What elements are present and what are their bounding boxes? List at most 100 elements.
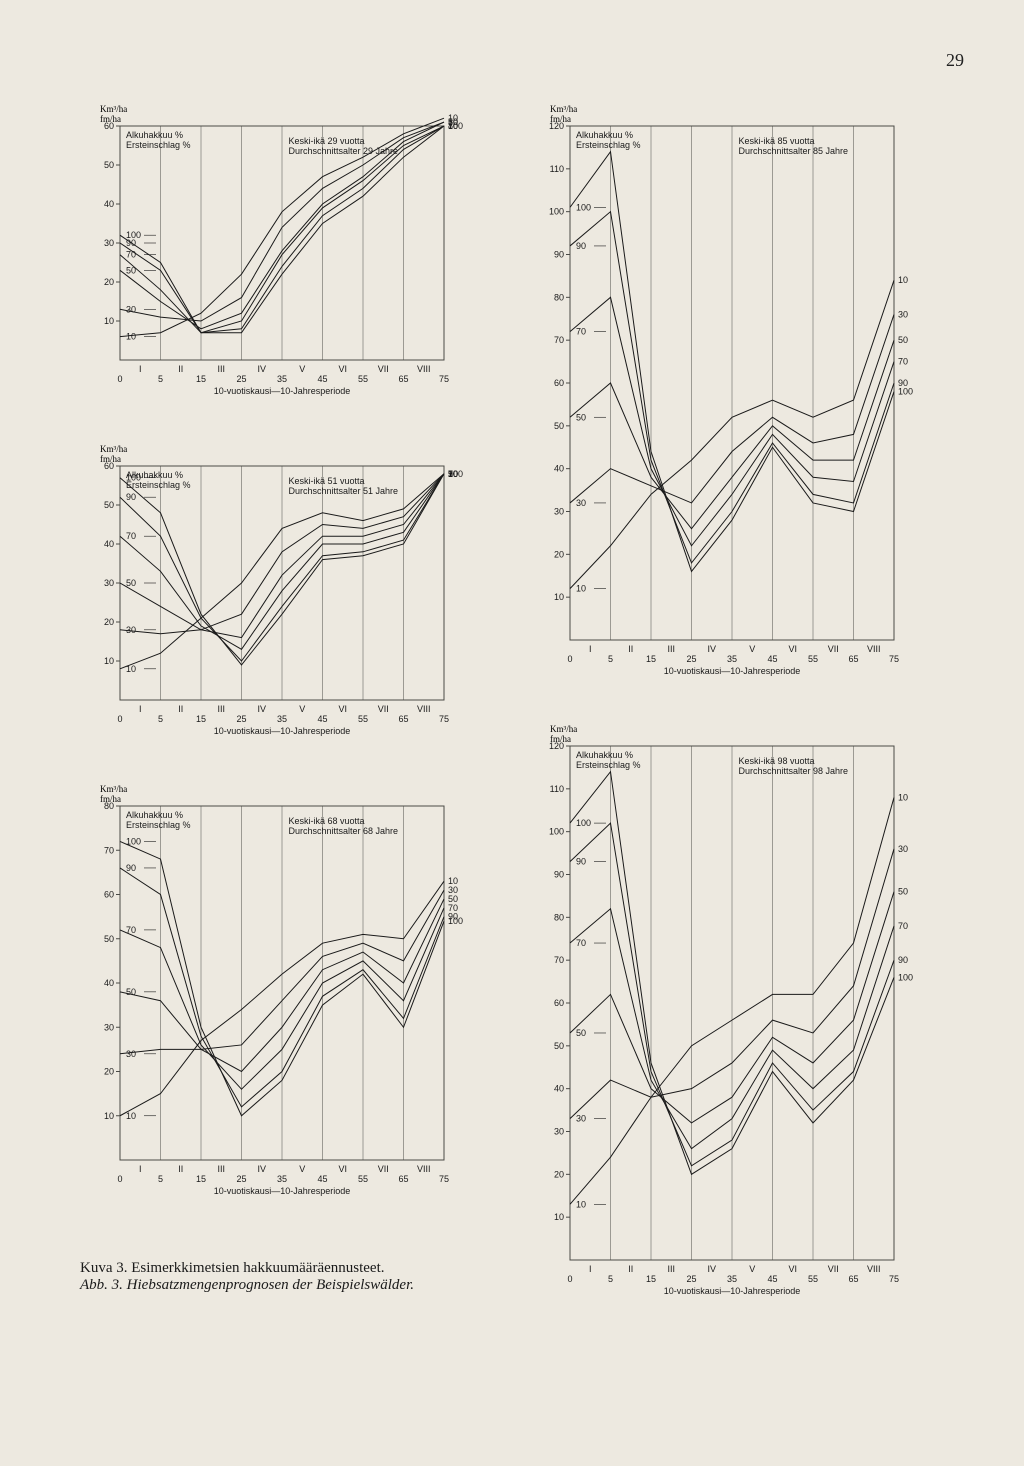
svg-text:10: 10 — [576, 584, 586, 594]
svg-text:90: 90 — [576, 857, 586, 867]
svg-text:Alkuhakkuu %: Alkuhakkuu % — [126, 130, 183, 140]
svg-text:25: 25 — [236, 374, 246, 384]
svg-text:Durchschnittsalter 51 Jahre: Durchschnittsalter 51 Jahre — [288, 486, 398, 496]
svg-text:10-vuotiskausi—10-Jahresperiod: 10-vuotiskausi—10-Jahresperiode — [664, 1286, 801, 1296]
svg-text:50: 50 — [576, 1028, 586, 1038]
svg-text:60: 60 — [104, 890, 114, 900]
svg-text:Alkuhakkuu %: Alkuhakkuu % — [126, 810, 183, 820]
svg-text:40: 40 — [554, 464, 564, 474]
svg-text:III: III — [217, 1164, 225, 1174]
svg-text:III: III — [667, 644, 675, 654]
svg-text:35: 35 — [277, 374, 287, 384]
svg-text:30: 30 — [576, 498, 586, 508]
svg-text:35: 35 — [727, 654, 737, 664]
chart-51: 102030405060Km³/hafm/haIIIIIIIVVVIVIIVII… — [80, 440, 480, 800]
svg-text:V: V — [749, 1264, 755, 1274]
svg-text:Keski-ikä 85 vuotta: Keski-ikä 85 vuotta — [738, 136, 814, 146]
svg-text:10: 10 — [898, 792, 908, 802]
svg-text:70: 70 — [448, 903, 458, 913]
svg-text:II: II — [628, 1264, 633, 1274]
svg-text:10: 10 — [126, 664, 136, 674]
svg-text:30: 30 — [126, 1049, 136, 1059]
svg-text:70: 70 — [126, 531, 136, 541]
svg-text:Keski-ikä 98 vuotta: Keski-ikä 98 vuotta — [738, 756, 814, 766]
svg-text:75: 75 — [439, 1174, 449, 1184]
svg-text:10: 10 — [898, 275, 908, 285]
svg-text:65: 65 — [398, 714, 408, 724]
svg-text:10-vuotiskausi—10-Jahresperiod: 10-vuotiskausi—10-Jahresperiode — [214, 1186, 351, 1196]
svg-text:50: 50 — [126, 578, 136, 588]
svg-text:Ersteinschlag %: Ersteinschlag % — [126, 820, 191, 830]
svg-text:50: 50 — [104, 934, 114, 944]
svg-text:90: 90 — [898, 955, 908, 965]
svg-text:VII: VII — [378, 1164, 389, 1174]
svg-text:0: 0 — [117, 1174, 122, 1184]
svg-text:10: 10 — [576, 1199, 586, 1209]
svg-text:30: 30 — [104, 578, 114, 588]
svg-text:100: 100 — [549, 207, 564, 217]
svg-text:50: 50 — [448, 894, 458, 904]
svg-text:30: 30 — [126, 625, 136, 635]
svg-text:65: 65 — [848, 654, 858, 664]
svg-text:20: 20 — [104, 277, 114, 287]
svg-text:45: 45 — [317, 374, 327, 384]
svg-text:VI: VI — [338, 704, 347, 714]
svg-text:Alkuhakkuu %: Alkuhakkuu % — [576, 130, 633, 140]
svg-text:VIII: VIII — [867, 644, 881, 654]
svg-text:VII: VII — [378, 364, 389, 374]
svg-text:30: 30 — [554, 507, 564, 517]
svg-text:Durchschnittsalter 85 Jahre: Durchschnittsalter 85 Jahre — [738, 146, 848, 156]
svg-text:100: 100 — [576, 202, 591, 212]
svg-text:fm/ha: fm/ha — [550, 734, 571, 744]
svg-text:10: 10 — [104, 656, 114, 666]
svg-text:55: 55 — [358, 714, 368, 724]
svg-text:Durchschnittsalter 29 Jahre: Durchschnittsalter 29 Jahre — [288, 146, 398, 156]
svg-text:50: 50 — [126, 987, 136, 997]
svg-text:110: 110 — [550, 164, 564, 174]
svg-text:Alkuhakkuu %: Alkuhakkuu % — [576, 750, 633, 760]
chart-29: 102030405060Km³/hafm/haIIIIIIIVVVIVIIVII… — [80, 100, 480, 460]
caption-fi-label: Kuva 3. — [80, 1260, 128, 1276]
svg-text:Km³/ha: Km³/ha — [100, 444, 127, 454]
svg-text:II: II — [178, 364, 183, 374]
svg-text:0: 0 — [117, 714, 122, 724]
svg-text:30: 30 — [104, 1022, 114, 1032]
svg-text:55: 55 — [808, 654, 818, 664]
svg-text:40: 40 — [104, 539, 114, 549]
svg-text:10: 10 — [104, 316, 114, 326]
svg-text:5: 5 — [158, 374, 163, 384]
svg-text:IV: IV — [257, 1164, 266, 1174]
svg-text:I: I — [139, 704, 142, 714]
svg-text:80: 80 — [554, 912, 564, 922]
svg-text:100: 100 — [126, 836, 141, 846]
svg-text:55: 55 — [358, 1174, 368, 1184]
svg-text:50: 50 — [898, 335, 908, 345]
svg-text:VIII: VIII — [417, 704, 431, 714]
svg-text:Ersteinschlag %: Ersteinschlag % — [126, 140, 191, 150]
svg-text:30: 30 — [898, 844, 908, 854]
svg-text:II: II — [178, 704, 183, 714]
svg-text:10: 10 — [448, 469, 458, 479]
svg-text:10: 10 — [104, 1111, 114, 1121]
svg-text:65: 65 — [398, 1174, 408, 1184]
svg-text:40: 40 — [554, 1084, 564, 1094]
caption-fi-text: Esimerkkimetsien hakkuumääräennusteet. — [131, 1260, 384, 1276]
svg-text:IV: IV — [257, 364, 266, 374]
svg-text:90: 90 — [448, 912, 458, 922]
chart-98: 102030405060708090100110120Km³/hafm/haII… — [530, 720, 930, 1360]
svg-text:fm/ha: fm/ha — [100, 454, 121, 464]
page-number: 29 — [946, 50, 964, 71]
svg-text:10: 10 — [126, 332, 136, 342]
svg-text:30: 30 — [898, 309, 908, 319]
svg-text:10-vuotiskausi—10-Jahresperiod: 10-vuotiskausi—10-Jahresperiode — [214, 726, 351, 736]
svg-text:40: 40 — [104, 978, 114, 988]
svg-text:5: 5 — [608, 1274, 613, 1284]
svg-text:Keski-ikä 68 vuotta: Keski-ikä 68 vuotta — [288, 816, 364, 826]
svg-text:15: 15 — [646, 654, 656, 664]
svg-text:IV: IV — [707, 644, 716, 654]
svg-text:VIII: VIII — [417, 364, 431, 374]
svg-text:70: 70 — [126, 250, 136, 260]
svg-text:100: 100 — [549, 827, 564, 837]
svg-text:70: 70 — [576, 938, 586, 948]
svg-text:100: 100 — [576, 818, 591, 828]
